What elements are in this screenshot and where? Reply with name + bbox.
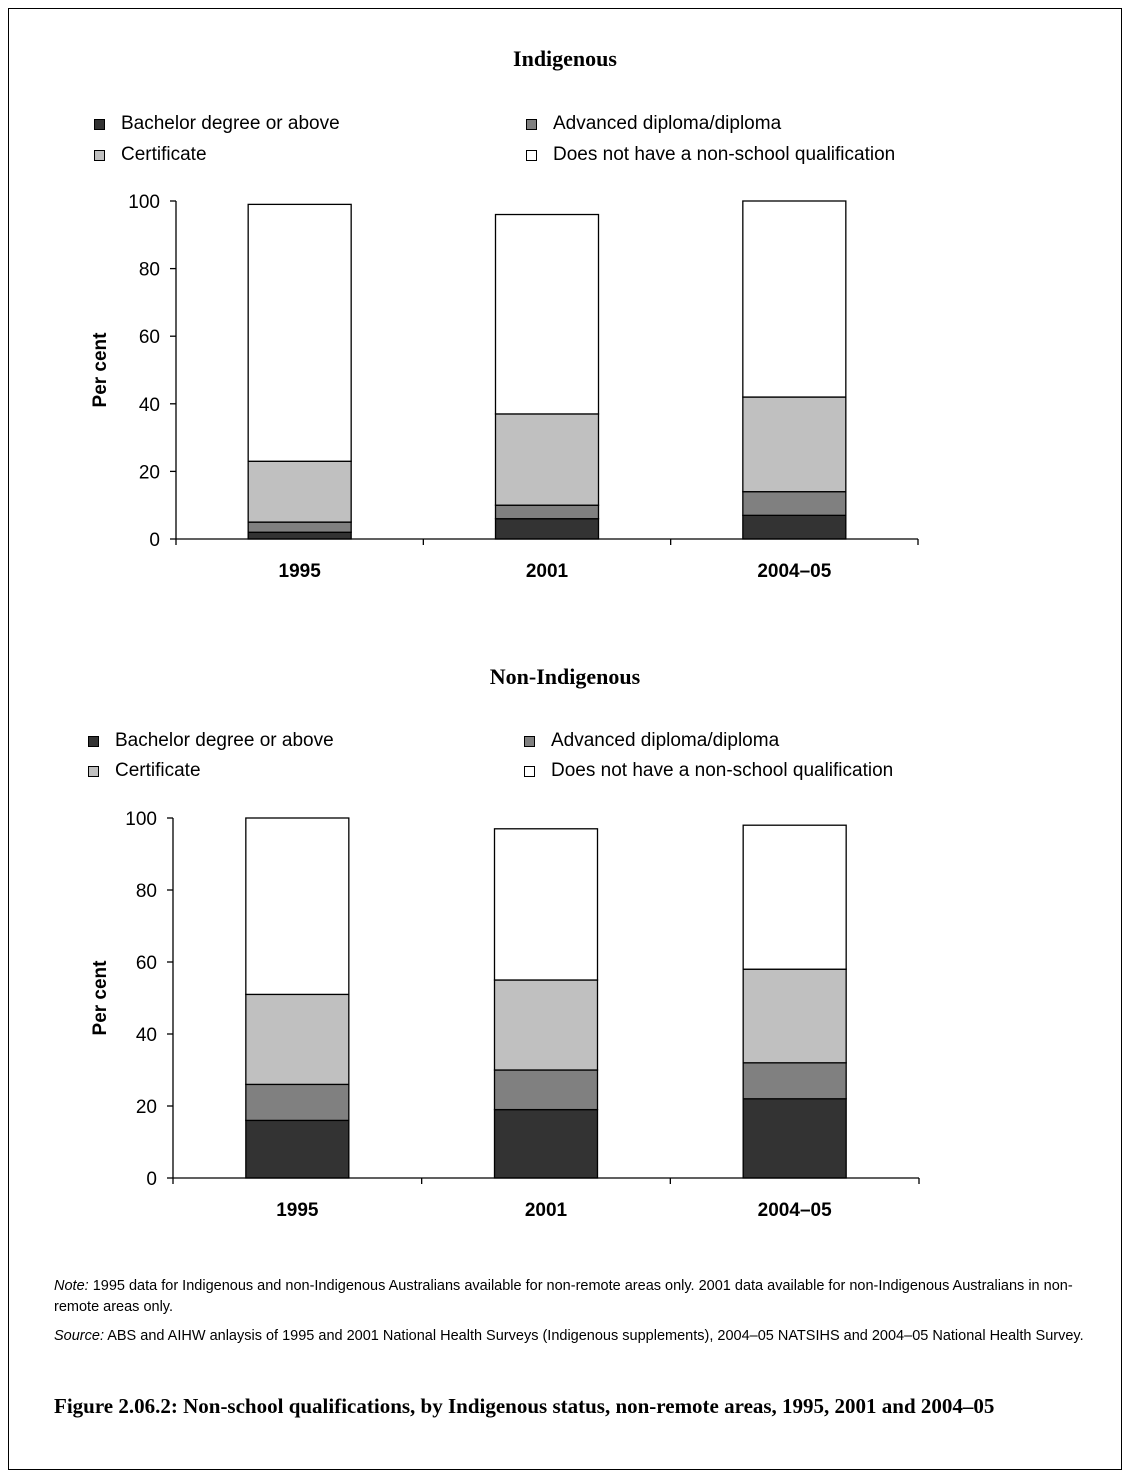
bar-segment-bachelor [742, 514, 847, 540]
bar-segment-none [245, 817, 350, 996]
y-tick-label: 100 [128, 192, 160, 213]
bar-segment-diploma [494, 504, 600, 520]
bar-segment-none [493, 828, 599, 981]
legend-item-certificate: Certificate [94, 144, 207, 166]
legend-item-certificate: Certificate [88, 760, 201, 782]
legend-label-none: Does not have a non-school qualification [553, 144, 896, 165]
legend-label-diploma: Advanced diploma/diploma [551, 730, 780, 751]
bar-segment-diploma [247, 521, 352, 533]
legend-swatch-certificate [88, 765, 99, 777]
legend-item-none: Does not have a non-school qualification [526, 144, 895, 166]
bar-segment-certificate [245, 993, 350, 1086]
bar-segment-none [742, 200, 847, 398]
legend-label-none: Does not have a non-school qualification [551, 760, 894, 781]
x-tick-label: 2004–05 [757, 561, 831, 582]
legend-swatch-bachelor [88, 735, 99, 747]
x-tick-label: 2001 [526, 561, 569, 582]
chart-title-indigenous: Indigenous [513, 46, 617, 71]
bar-segment-certificate [493, 979, 599, 1071]
bar-segment-diploma [742, 491, 847, 516]
y-tick-label: 0 [149, 530, 160, 551]
bar-segment-diploma [245, 1083, 350, 1122]
y-tick-label: 0 [146, 1169, 157, 1190]
legend-swatch-diploma [526, 118, 537, 130]
bar-segment-bachelor [494, 518, 600, 540]
legend-swatch-diploma [524, 735, 535, 747]
y-tick-label: 40 [139, 395, 160, 416]
x-tick-label: 1995 [276, 1200, 319, 1221]
bar-segment-diploma [493, 1069, 599, 1111]
bar-segment-bachelor [742, 1098, 847, 1179]
note-body: 1995 data for Indigenous and non-Indigen… [54, 1278, 1073, 1315]
legend-swatch-certificate [94, 149, 105, 161]
y-tick-label: 100 [125, 809, 157, 830]
x-tick-label: 2001 [525, 1200, 568, 1221]
chart-title-non-indigenous: Non-Indigenous [489, 664, 641, 689]
bar-segment-none [247, 203, 352, 462]
legend-item-bachelor: Bachelor degree or above [88, 730, 334, 752]
legend-item-diploma: Advanced diploma/diploma [526, 113, 781, 135]
legend-item-none: Does not have a non-school qualification [524, 760, 893, 782]
y-tick-label: 60 [139, 327, 160, 348]
non-indigenous-chart: Per cent 1995 2001 2004–05 0 20 40 60 80 100 [90, 809, 920, 1221]
bar-segment-none [494, 213, 600, 415]
source-body: ABS and AIHW anlaysis of 1995 and 2001 N… [103, 1328, 1084, 1344]
bar-segment-certificate [494, 413, 600, 506]
figure-caption: Figure 2.06.2: Non-school qualifications… [54, 1394, 995, 1418]
legend-label-bachelor: Bachelor degree or above [121, 113, 340, 134]
y-axis-label: Per cent [90, 332, 111, 408]
legend-label-diploma: Advanced diploma/diploma [553, 113, 782, 134]
legend-swatch-bachelor [94, 118, 105, 130]
y-tick-label: 40 [136, 1025, 157, 1046]
source-label: Source: [54, 1328, 104, 1344]
legend-label-certificate: Certificate [121, 144, 207, 165]
y-tick-label: 20 [139, 462, 160, 483]
x-tick-label: 2004–05 [758, 1200, 832, 1221]
y-tick-label: 80 [139, 260, 160, 281]
legend-swatch-none [526, 149, 537, 161]
x-tick-label: 1995 [279, 561, 322, 582]
note-label: Note: [54, 1278, 89, 1294]
bar-segment-bachelor [245, 1119, 350, 1179]
bar-segment-certificate [247, 460, 352, 523]
y-tick-label: 60 [136, 953, 157, 974]
y-tick-label: 20 [136, 1097, 157, 1118]
y-axis-label: Per cent [90, 960, 111, 1036]
note-text: Note: 1995 data for Indigenous and non-I… [54, 1276, 1114, 1318]
bar-segment-bachelor [247, 531, 352, 540]
bar-segment-diploma [742, 1062, 847, 1100]
legend-label-bachelor: Bachelor degree or above [115, 730, 334, 751]
legend-label-certificate: Certificate [115, 760, 201, 781]
legend-item-diploma: Advanced diploma/diploma [524, 730, 779, 752]
source-text: Source: ABS and AIHW anlaysis of 1995 an… [54, 1326, 1114, 1347]
bar-segment-certificate [742, 968, 847, 1064]
indigenous-chart: Per cent 1995 2001 2004–05 0 20 40 60 80 100 [90, 192, 919, 582]
legend-item-bachelor: Bachelor degree or above [94, 113, 340, 135]
bar-segment-bachelor [493, 1108, 599, 1179]
y-tick-label: 80 [136, 881, 157, 902]
bar-segment-certificate [742, 396, 847, 493]
bar-segment-none [742, 824, 847, 970]
legend-swatch-none [524, 765, 535, 777]
figure-frame [8, 8, 1122, 1470]
